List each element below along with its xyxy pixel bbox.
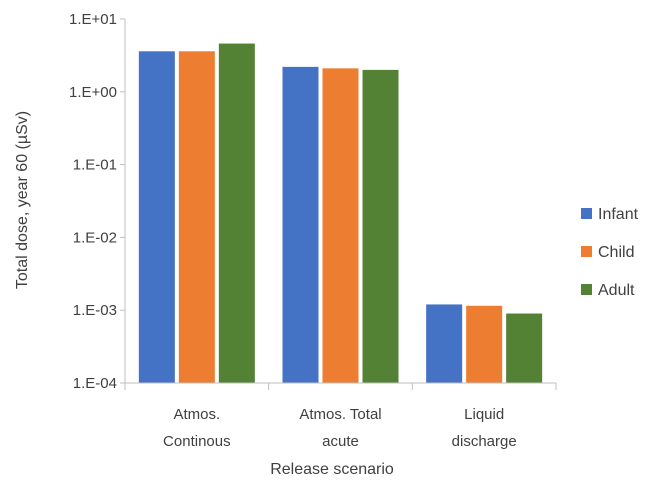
legend-swatch-adult	[581, 284, 592, 295]
y-tick-label: 1.E+00	[69, 84, 117, 101]
y-axis-title: Total dose, year 60 (µSv)	[14, 111, 31, 289]
x-category-label-line1: Atmos. Total	[299, 406, 381, 423]
x-axis-title: Release scenario	[270, 461, 394, 478]
x-category-label-line1: Atmos.	[173, 406, 220, 423]
x-category-label-line2: Continous	[163, 433, 231, 450]
bar-infant-2	[282, 66, 319, 383]
legend-swatch-infant	[581, 208, 592, 219]
x-category-label-line2: discharge	[452, 433, 517, 450]
bar-child-1	[178, 51, 215, 383]
x-category-label-line2: acute	[322, 433, 359, 450]
y-ticks-group: 1.E+01 1.E+00 1.E-01 1.E-02 1.E-03 1.E-04	[69, 11, 125, 392]
y-tick-label: 1.E-03	[73, 302, 117, 319]
legend-label-infant: Infant	[598, 206, 639, 223]
bar-adult-2	[362, 69, 399, 384]
y-tick-label: 1.E-04	[73, 375, 117, 392]
bars-group	[138, 43, 543, 384]
y-tick-label: 1.E-01	[73, 157, 117, 174]
legend-label-child: Child	[598, 244, 634, 261]
bar-adult-1	[218, 43, 255, 383]
bar-infant-1	[138, 51, 175, 383]
y-tick-label: 1.E+01	[69, 11, 117, 28]
bar-adult-3	[506, 313, 543, 383]
bar-infant-3	[426, 304, 463, 383]
y-tick-label: 1.E-02	[73, 229, 117, 246]
bar-child-2	[322, 68, 359, 383]
bar-child-3	[466, 305, 503, 383]
x-ticks-group: Atmos. Continous Atmos. Total acute Liquid di…	[124, 383, 557, 450]
legend-label-adult: Adult	[598, 282, 635, 299]
axes-group	[124, 19, 556, 384]
legend-swatch-child	[581, 246, 592, 257]
x-category-label-line1: Liquid	[464, 406, 504, 423]
legend: Infant Child Adult	[581, 206, 639, 299]
